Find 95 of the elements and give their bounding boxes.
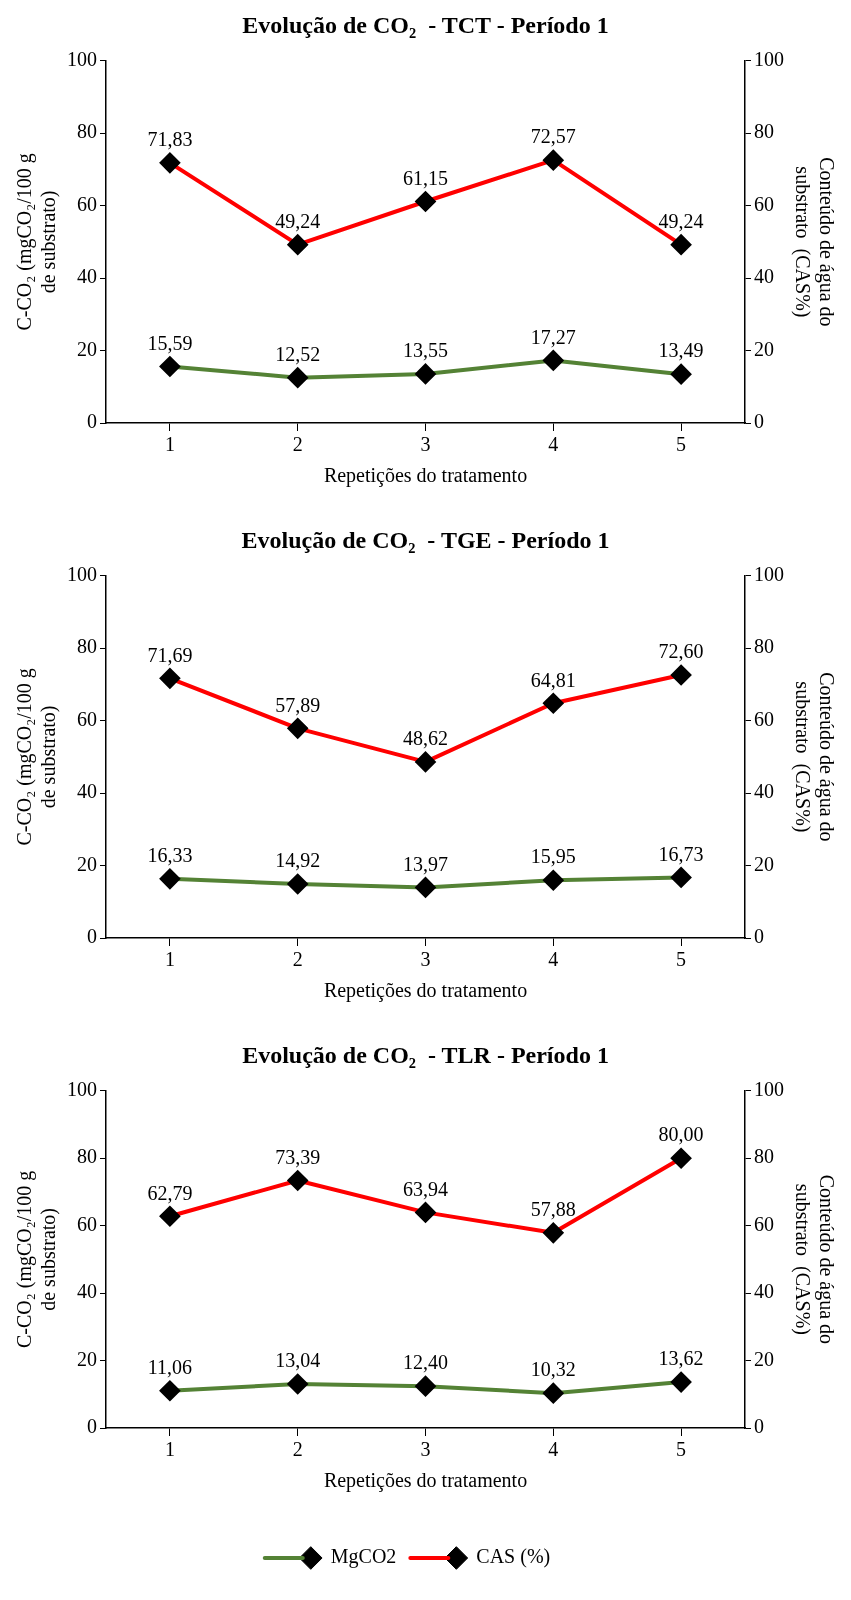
y-axis-title: C-CO₂ (mgCO₂/100 g de substrato)	[13, 1170, 61, 1349]
data-label: 11,06	[147, 1355, 193, 1378]
y-tick-label: 100	[67, 48, 97, 71]
x-tick-label: 4	[548, 1438, 559, 1461]
y-tick-label: 100	[67, 1078, 97, 1101]
y2-tick-label: 20	[754, 852, 774, 875]
y2-tick-label: 40	[754, 780, 774, 803]
data-label: 71,83	[147, 128, 193, 151]
x-tick-label: 2	[292, 948, 303, 971]
x-tick-label: 1	[164, 433, 175, 456]
y2-tick-label: 20	[754, 337, 774, 360]
data-label: 57,88	[530, 1198, 576, 1221]
y2-tick-label: 100	[754, 1078, 784, 1101]
data-label: 63,94	[403, 1177, 448, 1200]
data-label: 12,40	[403, 1351, 448, 1374]
y-tick-label: 20	[77, 337, 97, 360]
y-tick-label: 20	[77, 1347, 97, 1370]
data-label: 57,89	[275, 693, 321, 716]
y-tick-label: 0	[87, 925, 97, 948]
y-tick-label: 80	[77, 1145, 97, 1168]
data-label: 49,24	[658, 209, 704, 232]
data-label: 49,24	[275, 209, 321, 232]
x-tick-label: 2	[292, 1438, 303, 1461]
chart-title: Evolução de CO₂ - TCT - Período 1	[242, 11, 609, 38]
x-axis-title: Repetições do tratamento	[323, 1469, 528, 1493]
data-label: 71,69	[147, 643, 193, 666]
y-tick-label: 60	[77, 192, 97, 215]
y2-tick-label: 60	[754, 707, 774, 730]
x-tick-label: 5	[676, 948, 687, 971]
y-tick-label: 60	[77, 1212, 97, 1235]
y2-tick-label: 0	[754, 925, 764, 948]
data-label: 10,32	[530, 1358, 576, 1381]
data-label: 15,59	[147, 331, 193, 354]
x-tick-label: 4	[548, 948, 559, 971]
data-label: 17,27	[530, 325, 576, 348]
y2-axis-title: Conteúdo de água do substrato (CAS%)	[790, 1174, 838, 1345]
y2-tick-label: 100	[754, 563, 784, 586]
y-tick-label: 80	[77, 120, 97, 143]
y2-tick-label: 80	[754, 1145, 774, 1168]
data-label: 15,95	[530, 845, 576, 868]
x-tick-label: 3	[420, 948, 431, 971]
data-label: 13,55	[403, 339, 448, 362]
x-tick-label: 5	[676, 1438, 687, 1461]
legend-label: MgCO2	[330, 1545, 397, 1569]
chart-title: Evolução de CO₂ - TGE - Período 1	[241, 526, 610, 553]
data-label: 48,62	[403, 727, 448, 750]
data-label: 72,57	[530, 125, 576, 148]
y-tick-label: 100	[67, 563, 97, 586]
x-tick-label: 1	[164, 1438, 175, 1461]
y-tick-label: 60	[77, 707, 97, 730]
y-tick-label: 40	[77, 1280, 97, 1303]
y2-tick-label: 80	[754, 120, 774, 143]
y2-tick-label: 20	[754, 1347, 774, 1370]
data-label: 16,73	[658, 842, 704, 865]
y2-axis-title: Conteúdo de água do substrato (CAS%)	[790, 157, 838, 327]
data-label: 64,81	[530, 668, 576, 691]
x-tick-label: 2	[292, 433, 303, 456]
x-tick-label: 5	[676, 433, 687, 456]
x-tick-label: 3	[420, 433, 431, 456]
data-label: 61,15	[403, 166, 448, 189]
y-axis-title: C-CO₂ (mgCO₂/100 g de substrato)	[13, 153, 61, 331]
x-tick-label: 3	[420, 1438, 431, 1461]
x-axis-title: Repetições do tratamento	[323, 464, 528, 488]
y2-tick-label: 0	[754, 1415, 764, 1438]
data-label: 14,92	[275, 849, 321, 872]
x-tick-label: 4	[548, 433, 559, 456]
y2-tick-label: 100	[754, 48, 784, 71]
y2-axis-title: Conteúdo de água do substrato (CAS%)	[790, 672, 838, 842]
data-label: 73,39	[275, 1145, 321, 1168]
y-tick-label: 0	[87, 1415, 97, 1438]
data-label: 80,00	[658, 1123, 704, 1146]
y-axis-title: C-CO₂ (mgCO₂/100 g de substrato)	[13, 668, 61, 846]
data-label: 62,79	[147, 1181, 193, 1204]
chart-title: Evolução de CO₂ - TLR - Período 1	[242, 1041, 609, 1068]
y2-tick-label: 40	[754, 265, 774, 288]
y-tick-label: 40	[77, 780, 97, 803]
y2-tick-label: 40	[754, 1280, 774, 1303]
y-tick-label: 80	[77, 635, 97, 658]
y-tick-label: 40	[77, 265, 97, 288]
y2-tick-label: 60	[754, 1212, 774, 1235]
y-tick-label: 20	[77, 852, 97, 875]
data-label: 72,60	[658, 640, 704, 663]
y-tick-label: 0	[87, 410, 97, 433]
data-label: 13,97	[403, 852, 448, 875]
y2-tick-label: 60	[754, 192, 774, 215]
legend-label: CAS (%)	[476, 1545, 551, 1569]
x-axis-title: Repetições do tratamento	[323, 979, 528, 1003]
data-label: 12,52	[275, 342, 321, 365]
x-tick-label: 1	[164, 948, 175, 971]
data-label: 13,49	[658, 339, 704, 362]
data-label: 13,62	[658, 1347, 704, 1370]
data-label: 13,04	[275, 1349, 321, 1372]
y2-tick-label: 0	[754, 410, 764, 433]
data-label: 16,33	[147, 844, 193, 867]
y2-tick-label: 80	[754, 635, 774, 658]
